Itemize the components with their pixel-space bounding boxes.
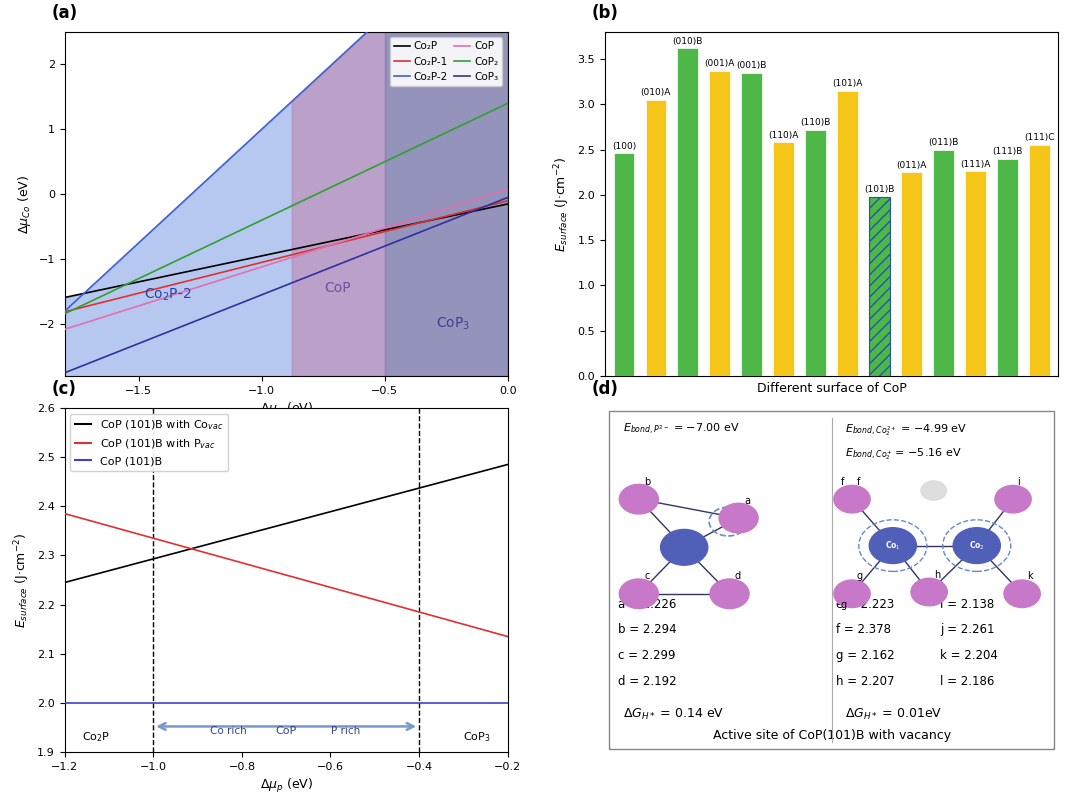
Bar xyxy=(1029,145,1050,376)
Text: (c): (c) xyxy=(52,380,77,398)
Y-axis label: $E_{surface}$ (J·cm$^{-2}$): $E_{surface}$ (J·cm$^{-2}$) xyxy=(552,156,571,252)
Text: d = 2.192: d = 2.192 xyxy=(619,675,677,688)
Circle shape xyxy=(661,530,707,566)
Circle shape xyxy=(921,481,946,500)
Text: (110)A: (110)A xyxy=(769,130,799,140)
Text: $E_{bond,Co_2^{2+}}$ = −4.99 eV: $E_{bond,Co_2^{2+}}$ = −4.99 eV xyxy=(846,422,968,438)
Bar xyxy=(613,154,634,376)
Text: k: k xyxy=(1027,571,1032,582)
Text: d: d xyxy=(735,571,741,582)
Circle shape xyxy=(954,528,1000,563)
Circle shape xyxy=(619,579,659,609)
Text: CoP$_3$: CoP$_3$ xyxy=(463,730,490,744)
X-axis label: $\Delta\mu_p$ (eV): $\Delta\mu_p$ (eV) xyxy=(259,778,313,795)
Bar xyxy=(964,171,986,376)
Text: Co rich: Co rich xyxy=(211,726,247,736)
Legend: Co₂P, Co₂P-1, Co₂P-2, CoP, CoP₂, CoP₃: Co₂P, Co₂P-1, Co₂P-2, CoP, CoP₂, CoP₃ xyxy=(390,38,502,86)
Circle shape xyxy=(995,486,1031,513)
Text: $\Delta G_{H*}$ = 0.14 eV: $\Delta G_{H*}$ = 0.14 eV xyxy=(623,706,725,722)
Text: h: h xyxy=(934,570,940,579)
Text: (010)B: (010)B xyxy=(673,37,703,46)
Bar xyxy=(901,172,922,376)
Text: (001)A: (001)A xyxy=(704,59,735,68)
X-axis label: $\Delta\mu_p$ (eV): $\Delta\mu_p$ (eV) xyxy=(259,402,313,419)
Circle shape xyxy=(619,484,659,514)
Text: P rich: P rich xyxy=(332,726,361,736)
Bar xyxy=(837,91,858,376)
Text: a = 2.226: a = 2.226 xyxy=(619,598,677,610)
Bar xyxy=(997,158,1017,376)
Text: (a): (a) xyxy=(52,4,78,22)
Bar xyxy=(741,73,762,376)
Text: (d): (d) xyxy=(591,380,618,398)
Text: Active site of CoP(101)B with vacancy: Active site of CoP(101)B with vacancy xyxy=(713,729,950,742)
Bar xyxy=(869,197,890,376)
Text: $\Delta G_{H*}$ = 0.01eV: $\Delta G_{H*}$ = 0.01eV xyxy=(846,706,943,722)
Bar xyxy=(806,130,826,376)
Text: $E_{bond,P^{2-}}$ = −7.00 eV: $E_{bond,P^{2-}}$ = −7.00 eV xyxy=(623,422,740,437)
Text: (101)B: (101)B xyxy=(864,185,894,194)
Text: i: i xyxy=(1017,477,1021,486)
Circle shape xyxy=(869,528,917,563)
Circle shape xyxy=(834,486,870,513)
Text: Co$_2$P-2: Co$_2$P-2 xyxy=(145,286,192,302)
Text: Co$_2$P: Co$_2$P xyxy=(82,730,110,744)
Text: f: f xyxy=(840,478,845,487)
Text: (010)A: (010)A xyxy=(640,88,671,97)
Text: CoP: CoP xyxy=(325,281,351,294)
Text: c: c xyxy=(645,571,650,582)
Text: Co$_1$: Co$_1$ xyxy=(885,539,901,552)
Legend: CoP (101)B with Co$_{vac}$, CoP (101)B with P$_{vac}$, CoP (101)B: CoP (101)B with Co$_{vac}$, CoP (101)B w… xyxy=(70,414,228,470)
Text: (110)B: (110)B xyxy=(800,118,831,127)
Bar xyxy=(677,48,699,376)
Bar xyxy=(646,100,666,376)
Text: (100): (100) xyxy=(612,142,636,150)
Bar xyxy=(710,71,730,376)
Text: l = 2.186: l = 2.186 xyxy=(941,675,995,688)
Text: (111)B: (111)B xyxy=(993,147,1023,156)
Text: b: b xyxy=(645,477,650,486)
Text: g: g xyxy=(840,599,847,610)
Text: (001)B: (001)B xyxy=(737,61,767,70)
Text: e = 2.223: e = 2.223 xyxy=(836,598,894,610)
Circle shape xyxy=(912,578,947,606)
Text: (b): (b) xyxy=(591,4,618,22)
Text: k = 2.204: k = 2.204 xyxy=(941,649,998,662)
Text: g = 2.162: g = 2.162 xyxy=(836,649,894,662)
Text: f = 2.378: f = 2.378 xyxy=(836,623,891,636)
Text: (111)A: (111)A xyxy=(960,160,990,169)
Circle shape xyxy=(710,579,750,609)
Text: c = 2.299: c = 2.299 xyxy=(619,649,676,662)
X-axis label: Different surface of CoP: Different surface of CoP xyxy=(757,382,906,394)
Circle shape xyxy=(834,580,870,607)
Text: (011)A: (011)A xyxy=(896,161,927,170)
Text: f: f xyxy=(856,477,860,486)
Text: h = 2.207: h = 2.207 xyxy=(836,675,894,688)
Text: a: a xyxy=(744,496,750,506)
Text: (101)A: (101)A xyxy=(833,79,863,88)
Text: CoP: CoP xyxy=(275,726,297,736)
Circle shape xyxy=(1004,580,1040,607)
Y-axis label: $E_{surface}$ (J·cm$^{-2}$): $E_{surface}$ (J·cm$^{-2}$) xyxy=(12,532,31,628)
Text: $E_{bond,Co_2^{+}}$ = −5.16 eV: $E_{bond,Co_2^{+}}$ = −5.16 eV xyxy=(846,446,962,462)
Y-axis label: $\Delta\mu_{Co}$ (eV): $\Delta\mu_{Co}$ (eV) xyxy=(16,174,33,234)
Text: g: g xyxy=(856,571,863,582)
Text: i = 2.138: i = 2.138 xyxy=(941,598,995,610)
Text: b = 2.294: b = 2.294 xyxy=(619,623,677,636)
Bar xyxy=(773,142,794,376)
Text: Co$_2$: Co$_2$ xyxy=(969,539,985,552)
Text: (011)B: (011)B xyxy=(928,138,959,147)
Circle shape xyxy=(719,503,758,533)
Text: (111)C: (111)C xyxy=(1024,134,1054,142)
Text: j = 2.261: j = 2.261 xyxy=(941,623,995,636)
Text: CoP$_3$: CoP$_3$ xyxy=(436,315,471,332)
Bar xyxy=(933,150,954,376)
